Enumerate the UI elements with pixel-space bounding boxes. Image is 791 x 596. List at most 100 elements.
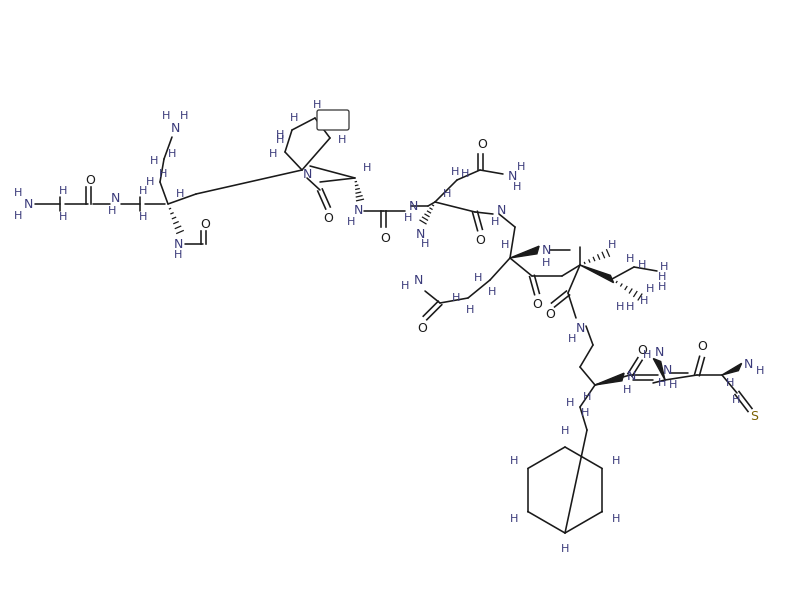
Text: H: H bbox=[346, 217, 355, 227]
Text: H: H bbox=[180, 111, 188, 121]
Text: H: H bbox=[626, 302, 634, 312]
Text: H: H bbox=[561, 544, 570, 554]
Text: H: H bbox=[517, 162, 525, 172]
FancyBboxPatch shape bbox=[317, 110, 349, 130]
Text: H: H bbox=[452, 293, 460, 303]
Text: H: H bbox=[269, 149, 277, 159]
Text: H: H bbox=[490, 217, 499, 227]
Text: H: H bbox=[138, 186, 147, 196]
Text: N: N bbox=[496, 203, 505, 216]
Text: H: H bbox=[658, 272, 666, 282]
Text: O: O bbox=[697, 340, 707, 353]
Text: H: H bbox=[581, 408, 589, 418]
Text: H: H bbox=[13, 188, 22, 198]
Text: Abs: Abs bbox=[324, 111, 342, 121]
Text: N: N bbox=[354, 204, 363, 218]
Text: H: H bbox=[643, 350, 651, 360]
Text: H: H bbox=[612, 455, 620, 465]
Text: S: S bbox=[750, 411, 758, 424]
Text: N: N bbox=[414, 275, 422, 287]
Text: H: H bbox=[176, 189, 184, 199]
Text: O: O bbox=[85, 173, 95, 187]
Text: H: H bbox=[59, 212, 67, 222]
Text: H: H bbox=[146, 177, 154, 187]
Text: H: H bbox=[756, 366, 764, 376]
Text: O: O bbox=[545, 309, 555, 321]
Text: H: H bbox=[658, 282, 666, 292]
Text: O: O bbox=[380, 231, 390, 244]
Text: H: H bbox=[566, 398, 574, 408]
Text: H: H bbox=[726, 378, 734, 388]
Text: H: H bbox=[616, 302, 624, 312]
Text: H: H bbox=[488, 287, 496, 297]
Text: H: H bbox=[583, 392, 591, 402]
Text: N: N bbox=[415, 228, 425, 241]
Text: O: O bbox=[323, 212, 333, 225]
Text: H: H bbox=[638, 260, 646, 270]
Text: N: N bbox=[23, 197, 32, 210]
Text: O: O bbox=[532, 297, 542, 311]
Text: H: H bbox=[607, 240, 616, 250]
Polygon shape bbox=[510, 246, 539, 258]
Text: N: N bbox=[575, 321, 585, 334]
Text: H: H bbox=[276, 130, 284, 140]
Polygon shape bbox=[595, 373, 624, 385]
Text: H: H bbox=[561, 426, 570, 436]
Text: H: H bbox=[59, 186, 67, 196]
Polygon shape bbox=[722, 364, 742, 375]
Text: N: N bbox=[744, 359, 753, 371]
Text: H: H bbox=[626, 254, 634, 264]
Polygon shape bbox=[580, 265, 614, 283]
Text: H: H bbox=[168, 149, 176, 159]
Text: H: H bbox=[542, 258, 551, 268]
Text: N: N bbox=[541, 244, 551, 256]
Text: N: N bbox=[507, 170, 517, 184]
Text: H: H bbox=[509, 514, 518, 524]
Text: H: H bbox=[13, 211, 22, 221]
Text: N: N bbox=[110, 193, 119, 206]
Text: O: O bbox=[475, 234, 485, 247]
Text: H: H bbox=[732, 395, 740, 405]
Text: H: H bbox=[149, 156, 158, 166]
Text: N: N bbox=[170, 122, 180, 135]
Text: H: H bbox=[290, 113, 298, 123]
Text: H: H bbox=[312, 100, 321, 110]
Text: H: H bbox=[159, 169, 167, 179]
Text: H: H bbox=[568, 334, 576, 344]
Text: N: N bbox=[662, 365, 672, 377]
Text: N: N bbox=[173, 237, 183, 250]
Text: H: H bbox=[276, 135, 284, 145]
Text: H: H bbox=[162, 111, 170, 121]
Text: H: H bbox=[108, 206, 116, 216]
Text: H: H bbox=[612, 514, 620, 524]
Text: H: H bbox=[451, 167, 460, 177]
Text: N: N bbox=[302, 169, 312, 182]
Text: H: H bbox=[421, 239, 430, 249]
Text: N: N bbox=[626, 371, 636, 383]
Text: O: O bbox=[200, 218, 210, 231]
Text: H: H bbox=[466, 305, 474, 315]
Text: H: H bbox=[501, 240, 509, 250]
Text: N: N bbox=[654, 346, 664, 359]
Text: H: H bbox=[461, 169, 469, 179]
Text: H: H bbox=[640, 296, 648, 306]
Polygon shape bbox=[653, 359, 665, 380]
Text: H: H bbox=[174, 250, 182, 260]
Text: H: H bbox=[474, 273, 483, 283]
Text: O: O bbox=[477, 138, 487, 151]
Text: O: O bbox=[637, 343, 647, 356]
Text: H: H bbox=[509, 455, 518, 465]
Text: O: O bbox=[417, 321, 427, 334]
Text: H: H bbox=[658, 378, 666, 388]
Text: H: H bbox=[363, 163, 371, 173]
Text: H: H bbox=[669, 380, 677, 390]
Text: H: H bbox=[404, 213, 412, 223]
Text: H: H bbox=[645, 284, 654, 294]
Text: H: H bbox=[338, 135, 346, 145]
Text: H: H bbox=[334, 119, 343, 129]
Text: H: H bbox=[660, 262, 668, 272]
Text: H: H bbox=[138, 212, 147, 222]
Text: H: H bbox=[623, 385, 631, 395]
Text: H: H bbox=[401, 281, 409, 291]
Text: N: N bbox=[408, 200, 418, 213]
